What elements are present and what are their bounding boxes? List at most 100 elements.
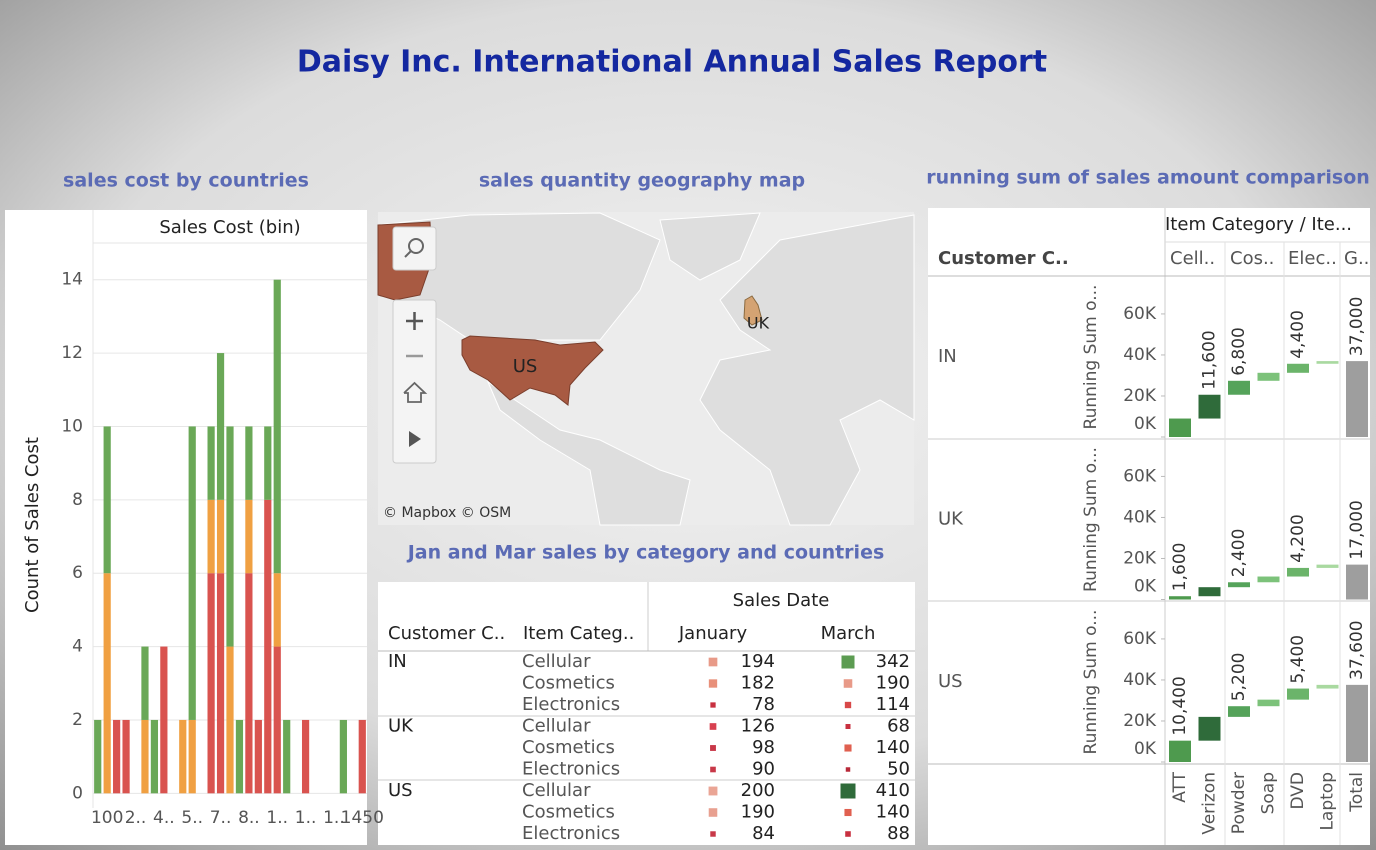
bar-segment	[207, 499, 215, 574]
x-tick-label: 4..	[153, 808, 175, 828]
category-label: Cellular	[522, 651, 591, 672]
waterfall-bar	[1257, 699, 1280, 707]
row-header: Customer C..	[938, 248, 1069, 269]
waterfall-bar	[1316, 564, 1339, 568]
size-square	[844, 744, 852, 752]
data-label: 11,600	[1200, 330, 1220, 389]
bar-segment	[301, 719, 310, 794]
y-axis-title: Running Sum o...	[1081, 285, 1101, 430]
bar-segment	[358, 719, 366, 794]
size-square	[708, 657, 718, 667]
map: US UK © Mapbox © OSM	[377, 212, 915, 526]
waterfall-bar	[1228, 706, 1250, 717]
icon	[404, 250, 412, 258]
bar-segment	[235, 719, 244, 794]
y-tick-label: 14	[61, 270, 83, 290]
data-label: 4,400	[1288, 310, 1308, 359]
x-tick-label: 1450	[341, 808, 384, 828]
y-tick-label: 40K	[1123, 345, 1157, 365]
data-label: 5,400	[1288, 635, 1308, 684]
cell-value: 194	[741, 651, 775, 672]
y-tick-label: 40K	[1123, 507, 1157, 527]
bar-segment	[160, 646, 168, 794]
y-tick-label: 20K	[1123, 386, 1157, 406]
y-axis-title: Running Sum o...	[1081, 610, 1101, 755]
data-label: 37,600	[1347, 620, 1367, 679]
category-label: Cosmetics	[522, 673, 615, 694]
bar-segment	[216, 353, 225, 500]
size-square	[844, 808, 852, 817]
group-label: Cell..	[1170, 248, 1215, 269]
size-square	[845, 831, 851, 837]
bar-segment	[245, 573, 253, 794]
y-tick-label: 12	[61, 343, 83, 363]
x-tick-label: 8..	[238, 808, 260, 828]
size-square	[845, 767, 851, 772]
cell-value: 90	[752, 759, 775, 780]
cell-value: 410	[876, 780, 910, 801]
data-label: 2,400	[1229, 529, 1249, 578]
table-panel	[378, 582, 915, 845]
country-label: US	[388, 780, 413, 801]
y-tick-label: 60K	[1123, 466, 1157, 486]
data-label: 17,000	[1347, 500, 1367, 559]
bar-segment	[188, 719, 196, 794]
icon	[408, 238, 424, 254]
group-label: Elec..	[1288, 248, 1337, 269]
data-label: 1,600	[1170, 543, 1190, 592]
country-us[interactable]	[461, 335, 604, 406]
country-label: UK	[388, 716, 414, 737]
size-square	[844, 701, 852, 709]
bar-segment	[283, 719, 291, 794]
search-button[interactable]	[392, 226, 437, 271]
land	[659, 212, 761, 281]
y-tick-label: 6	[72, 563, 83, 583]
cell-value: 182	[741, 673, 775, 694]
waterfall-bar	[1169, 596, 1191, 600]
bar-segment	[226, 646, 234, 794]
x-tick-label: Soap	[1259, 772, 1279, 814]
bar-segment	[273, 279, 281, 574]
waterfall-bar	[1257, 576, 1280, 583]
country-uk[interactable]	[743, 295, 763, 326]
bar-segment	[245, 426, 253, 500]
y-tick-label: 20K	[1123, 711, 1157, 731]
waterfall-bar	[1257, 372, 1280, 381]
bar-segment	[207, 426, 215, 500]
bar-segment	[339, 719, 347, 794]
cell-value: 140	[876, 737, 910, 758]
x-tick-label: 1..	[266, 808, 288, 828]
waterfall-bar	[1316, 361, 1339, 364]
y-tick-label: 0	[72, 783, 83, 803]
size-square	[709, 723, 717, 730]
bar-segment	[141, 646, 149, 720]
y-tick-label: 4	[72, 637, 83, 657]
size-square	[710, 745, 716, 751]
bar-segment	[122, 719, 130, 794]
expand-button[interactable]	[409, 431, 421, 447]
bar-segment	[113, 719, 121, 794]
bar-segment	[103, 573, 111, 794]
cell-value: 114	[876, 694, 910, 715]
bar-segment	[254, 719, 262, 794]
cell-value: 50	[887, 759, 910, 780]
waterfall-bar	[1228, 380, 1250, 395]
x-tick-label: Powder	[1229, 772, 1249, 834]
x-tick-label: ATT	[1170, 771, 1190, 802]
size-square	[708, 679, 718, 688]
home-button[interactable]	[403, 381, 428, 403]
cell-value: 126	[741, 716, 775, 737]
waterfall-bar	[1287, 567, 1309, 577]
category-label: Electronics	[522, 823, 620, 844]
waterfall-bar	[1287, 688, 1309, 700]
category-label: Electronics	[522, 759, 620, 780]
zoom-in[interactable]	[406, 312, 423, 330]
map-label: UK	[747, 314, 770, 333]
row-label: UK	[938, 509, 964, 530]
y-axis-title: Count of Sales Cost	[22, 437, 43, 613]
x-tick-label: Total	[1347, 772, 1367, 813]
data-label: 5,200	[1229, 653, 1249, 702]
waterfall-bar	[1198, 716, 1221, 741]
size-square	[710, 766, 716, 773]
panel-title: running sum of sales amount comparison	[926, 167, 1370, 189]
